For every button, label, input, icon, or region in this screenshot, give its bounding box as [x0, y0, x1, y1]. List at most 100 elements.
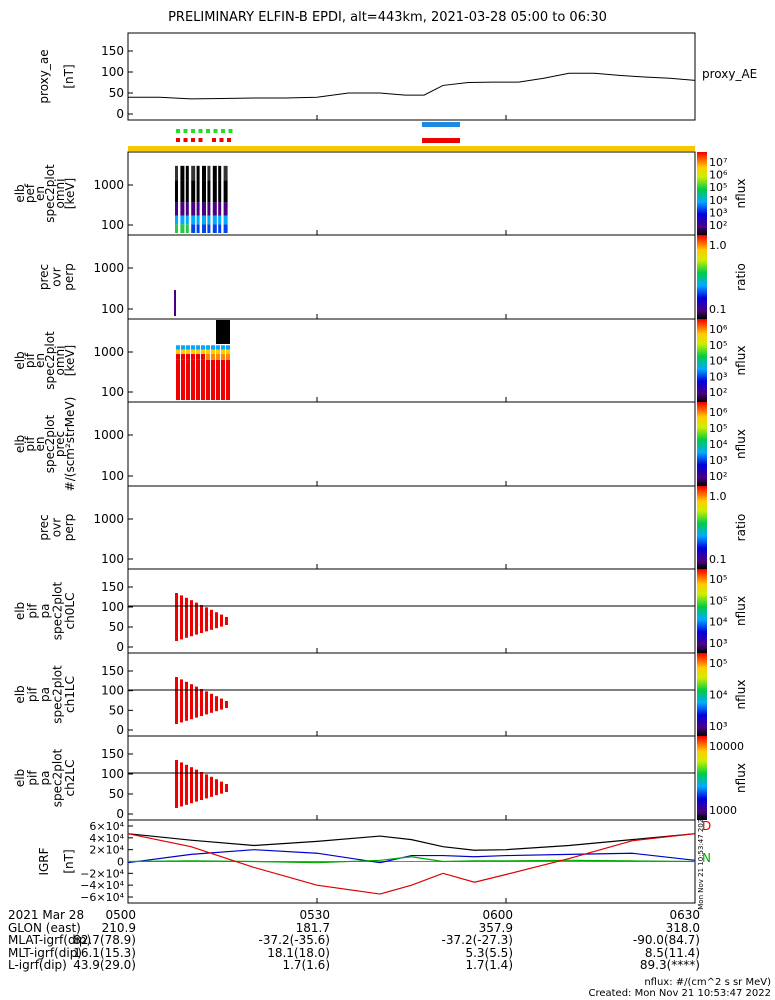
footer-value: 0630	[669, 908, 700, 922]
spectrogram-cell	[181, 345, 185, 350]
spectrogram-cell	[176, 345, 180, 350]
y-axis-label: elb	[13, 685, 27, 703]
y-tick-label: 100	[101, 552, 124, 566]
spectrogram-cell	[191, 165, 196, 181]
colorbar-tick-label: 10⁶	[709, 323, 728, 336]
colorbar-tick-label: 10⁴	[709, 689, 728, 702]
colorbar-elb_pif_en_spec2plot_prec	[697, 402, 707, 486]
spectrogram-cell	[218, 165, 222, 181]
y-tick-label: 0	[116, 807, 124, 821]
footer-row-label: GLON (east)	[8, 920, 81, 935]
spectrogram-cell	[206, 349, 210, 355]
y-tick-label: 0	[116, 723, 124, 737]
pitch-angle-bar	[220, 698, 223, 710]
spectrogram-cell	[206, 359, 210, 400]
y-axis-label: elb	[13, 769, 27, 787]
y-tick-label: 100	[101, 600, 124, 614]
footer-value: 357.9	[478, 920, 513, 935]
spectrogram-cell	[191, 354, 195, 360]
colorbar-prec_ovr_perp_e	[697, 235, 707, 319]
colorbar-tick-label: 10⁴	[709, 438, 728, 451]
spectrogram-cell	[212, 224, 217, 233]
spectrogram-cell	[186, 345, 190, 350]
y-axis-label: spec2plot	[43, 164, 57, 223]
footer-value: 0600	[482, 908, 513, 922]
y-tick-label: 100	[101, 302, 124, 316]
y-axis-label: spec2plot	[51, 748, 65, 807]
spectrogram-cell	[201, 359, 205, 400]
spectrogram-cell	[180, 215, 185, 225]
colorbar-elb_pif_pa_spec2plot_ch1LC	[697, 653, 707, 736]
colorbar-label: nflux	[734, 179, 748, 209]
igrf-line-north	[127, 849, 696, 864]
spectrogram-cell	[207, 202, 211, 216]
colorbar-tick-label: 10000	[709, 740, 744, 753]
spectrogram-cell	[223, 215, 228, 225]
status-mark-green	[221, 129, 225, 133]
panel-frame-elb_pif_pa_spec2plot_ch2LC	[127, 735, 696, 821]
spectrogram-cell	[202, 215, 206, 225]
status-mark-red	[183, 138, 188, 142]
y-tick-label: 0	[117, 856, 124, 869]
y-axis-label: spec2plot	[51, 665, 65, 724]
spectrogram-cell	[202, 224, 206, 233]
footer-row-label: MLT-igrf(dip)	[8, 945, 82, 960]
panel-frame-prec_ovr_perp_i	[127, 485, 696, 570]
spectrogram-cell	[180, 224, 185, 233]
y-axis-label: en	[33, 353, 47, 368]
colorbar-tick-label: 10⁶	[709, 406, 728, 419]
colorbar-tick-label: 10⁵	[709, 657, 727, 670]
y-tick-label: 1000	[93, 178, 124, 192]
pitch-angle-bar	[210, 609, 213, 630]
y-axis-label: pa	[38, 687, 52, 702]
y-tick-label: 100	[101, 767, 124, 781]
status-mark-green	[213, 129, 218, 133]
colorbar-label: nflux	[734, 596, 748, 626]
spectrogram-cell	[196, 202, 200, 216]
colorbar-label: nflux	[734, 763, 748, 793]
spectrogram-cell	[191, 345, 195, 350]
pitch-angle-bar	[225, 784, 228, 792]
spectrogram-cell	[185, 224, 189, 233]
created-timestamp: Created: Mon Nov 21 10:53:47 2022	[588, 988, 771, 999]
pitch-angle-bar	[175, 760, 178, 808]
spectrogram-cell	[216, 359, 220, 400]
spectrogram-cell	[185, 165, 189, 181]
colorbar-label: nflux	[734, 680, 748, 710]
panel-frame-prec_ovr_perp_e	[127, 234, 696, 320]
colorbar-tick-label: 10⁴	[709, 355, 728, 368]
pitch-angle-bar	[185, 764, 188, 805]
colorbar-tick-label: 10⁵	[709, 339, 727, 352]
spectrogram-cell	[216, 349, 220, 355]
colorbar-elb_pif_en_spec2plot_omni	[697, 319, 707, 402]
spectrogram-cell	[175, 224, 178, 233]
pitch-angle-bar	[200, 689, 203, 716]
spectrogram-cell	[196, 215, 200, 225]
spectrogram-cell	[221, 345, 225, 350]
y-axis-label: en	[33, 437, 47, 452]
colorbar-tick-label: 10³	[709, 370, 727, 383]
pitch-angle-bar	[200, 772, 203, 800]
orbit-bar-yellow	[128, 146, 695, 151]
y-axis-label: #/(scm²strMeV)	[63, 397, 77, 492]
footer-row-label: L-igrf(dip)	[8, 958, 67, 972]
spectrogram-cell	[185, 180, 189, 203]
spectrogram-cell	[176, 359, 180, 400]
status-mark-green	[176, 129, 180, 133]
y-axis-label: proxy_ae	[37, 49, 51, 103]
y-axis-label: omni	[53, 179, 67, 209]
panel-frame-elb_pif_en_spec2plot_prec	[127, 401, 696, 487]
spectrogram-cell	[180, 180, 185, 203]
footer-value: -90.0(84.7)	[632, 933, 700, 947]
pitch-angle-bar	[180, 595, 183, 640]
footer-value: 8.5(11.4)	[644, 945, 700, 960]
pitch-angle-bar	[180, 762, 183, 807]
colorbar-tick-label: 10⁶	[709, 169, 728, 182]
pitch-angle-bar	[215, 612, 218, 629]
spectrogram-cell	[180, 165, 185, 181]
spectrogram-cell	[181, 359, 185, 400]
proxy-ae-line	[128, 72, 696, 100]
panel-frame-proxy_ae	[127, 32, 696, 121]
footer-value: 1.7(1.6)	[282, 958, 330, 972]
